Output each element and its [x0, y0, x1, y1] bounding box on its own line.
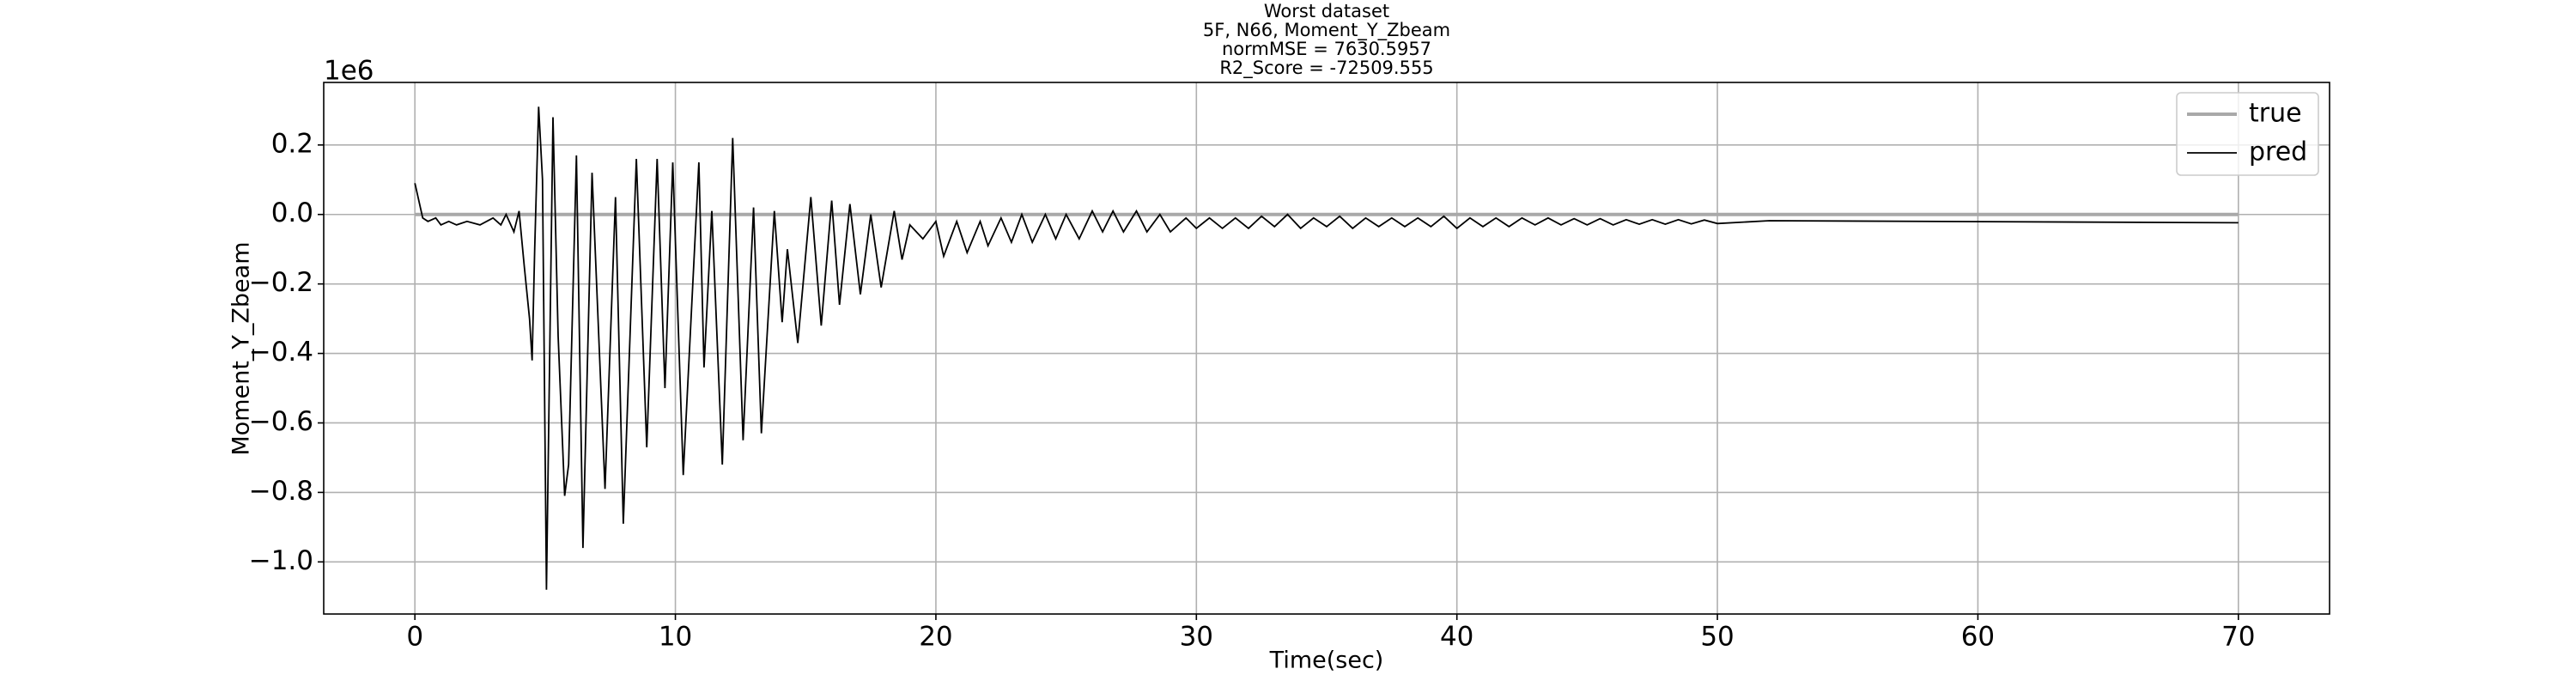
chart-title: normMSE = 7630.5957	[1222, 39, 1431, 59]
x-tick-label: 40	[1440, 622, 1473, 653]
y-axis-label: Moment_Y_Zbeam	[228, 241, 255, 455]
y-tick-label: −0.4	[249, 337, 313, 368]
y-tick-label: 0.0	[271, 198, 313, 228]
x-tick-label: 30	[1180, 622, 1213, 653]
y-tick-label: −0.6	[249, 406, 313, 437]
x-axis-label: Time(sec)	[1269, 647, 1384, 674]
x-tick-label: 0	[406, 622, 423, 653]
y-tick-label: 0.2	[271, 128, 313, 159]
x-tick-label: 50	[1700, 622, 1734, 653]
y-tick-label: −0.8	[249, 476, 313, 507]
chart-title: Worst dataset	[1264, 1, 1389, 21]
chart-title: 5F, N66, Moment_Y_Zbeam	[1203, 20, 1450, 41]
chart-title: R2_Score = -72509.555	[1219, 58, 1433, 79]
legend-label: true	[2249, 99, 2302, 129]
y-tick-label: −0.2	[249, 267, 313, 298]
y-tick-label: −1.0	[249, 545, 313, 576]
x-tick-label: 10	[659, 622, 692, 653]
x-tick-label: 70	[2221, 622, 2255, 653]
x-tick-label: 60	[1961, 622, 1995, 653]
legend-label: pred	[2249, 137, 2307, 167]
series-line	[414, 106, 2239, 590]
x-tick-label: 20	[919, 622, 952, 653]
plot-frame	[323, 82, 2330, 615]
y-offset-label: 1e6	[324, 56, 374, 87]
